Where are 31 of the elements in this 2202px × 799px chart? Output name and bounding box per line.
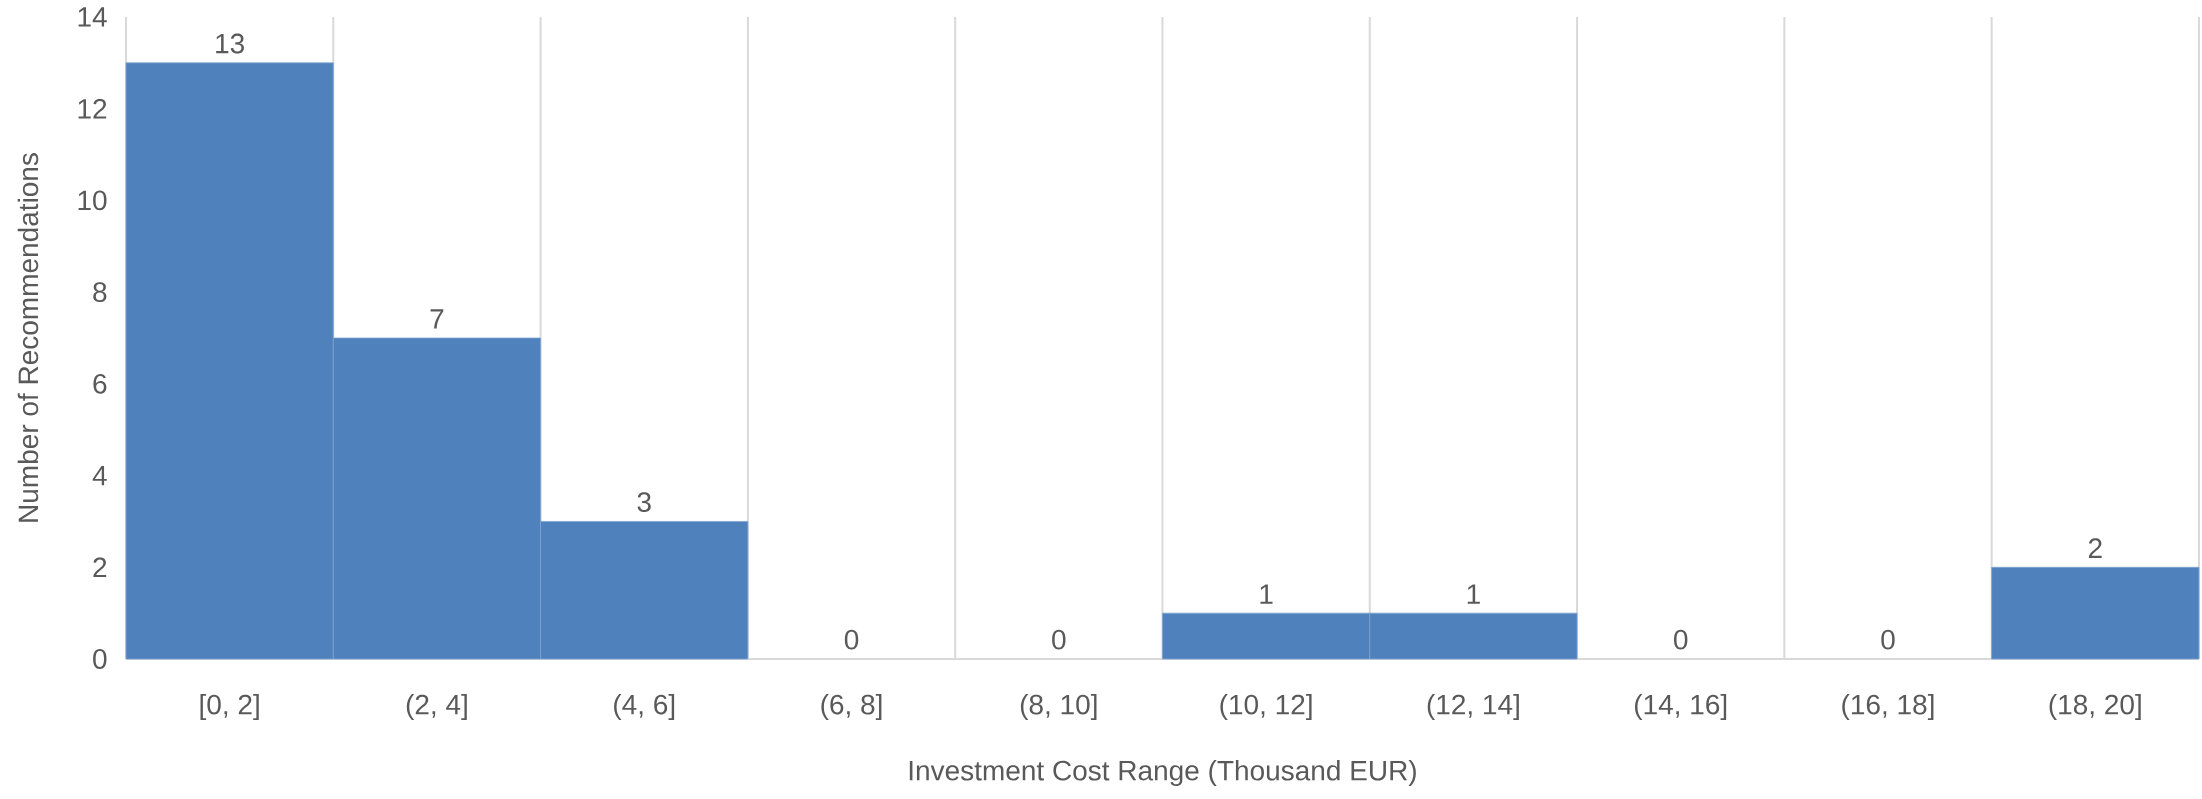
data-label: 0 [844, 629, 859, 650]
x-tick-label: (16, 18] [1842, 693, 1934, 721]
data-label: 0 [1881, 629, 1895, 650]
data-label: 0 [1674, 629, 1688, 650]
bar [1991, 566, 2200, 660]
x-tick-label: (8, 10] [1020, 693, 1097, 721]
data-label: 13 [216, 33, 244, 54]
x-axis-title: Investment Cost Range (Thousand EUR) [909, 759, 1416, 787]
x-tick-label: (14, 16] [1634, 693, 1727, 721]
data-label: 1 [1260, 584, 1273, 604]
y-tick-label: 0 [93, 649, 107, 669]
data-label: 2 [2088, 538, 2102, 558]
x-tick-label: (10, 12] [1220, 693, 1312, 721]
x-tick-label: (6, 8] [821, 693, 882, 721]
y-tick-label: 2 [93, 557, 107, 578]
x-tick-label: (4, 6] [614, 693, 675, 721]
x-tick-label: [0, 2] [200, 693, 259, 721]
data-label: 3 [637, 492, 651, 513]
data-label: 1 [1467, 584, 1480, 604]
x-tick-label: (12, 14] [1427, 693, 1519, 721]
y-axis-title: Number of Recommendations [17, 153, 39, 522]
y-tick-label: 10 [78, 190, 107, 211]
y-tick-label: 6 [93, 373, 107, 394]
y-tick-label: 8 [93, 282, 107, 303]
data-label: 0 [1052, 629, 1066, 650]
data-label: 7 [430, 309, 444, 329]
y-tick-label: 12 [78, 98, 107, 119]
x-tick-label: (2, 4] [406, 693, 467, 721]
x-tick-label: (18, 20] [2049, 693, 2141, 721]
y-tick-label: 14 [78, 7, 107, 27]
y-tick-label: 4 [92, 465, 107, 486]
